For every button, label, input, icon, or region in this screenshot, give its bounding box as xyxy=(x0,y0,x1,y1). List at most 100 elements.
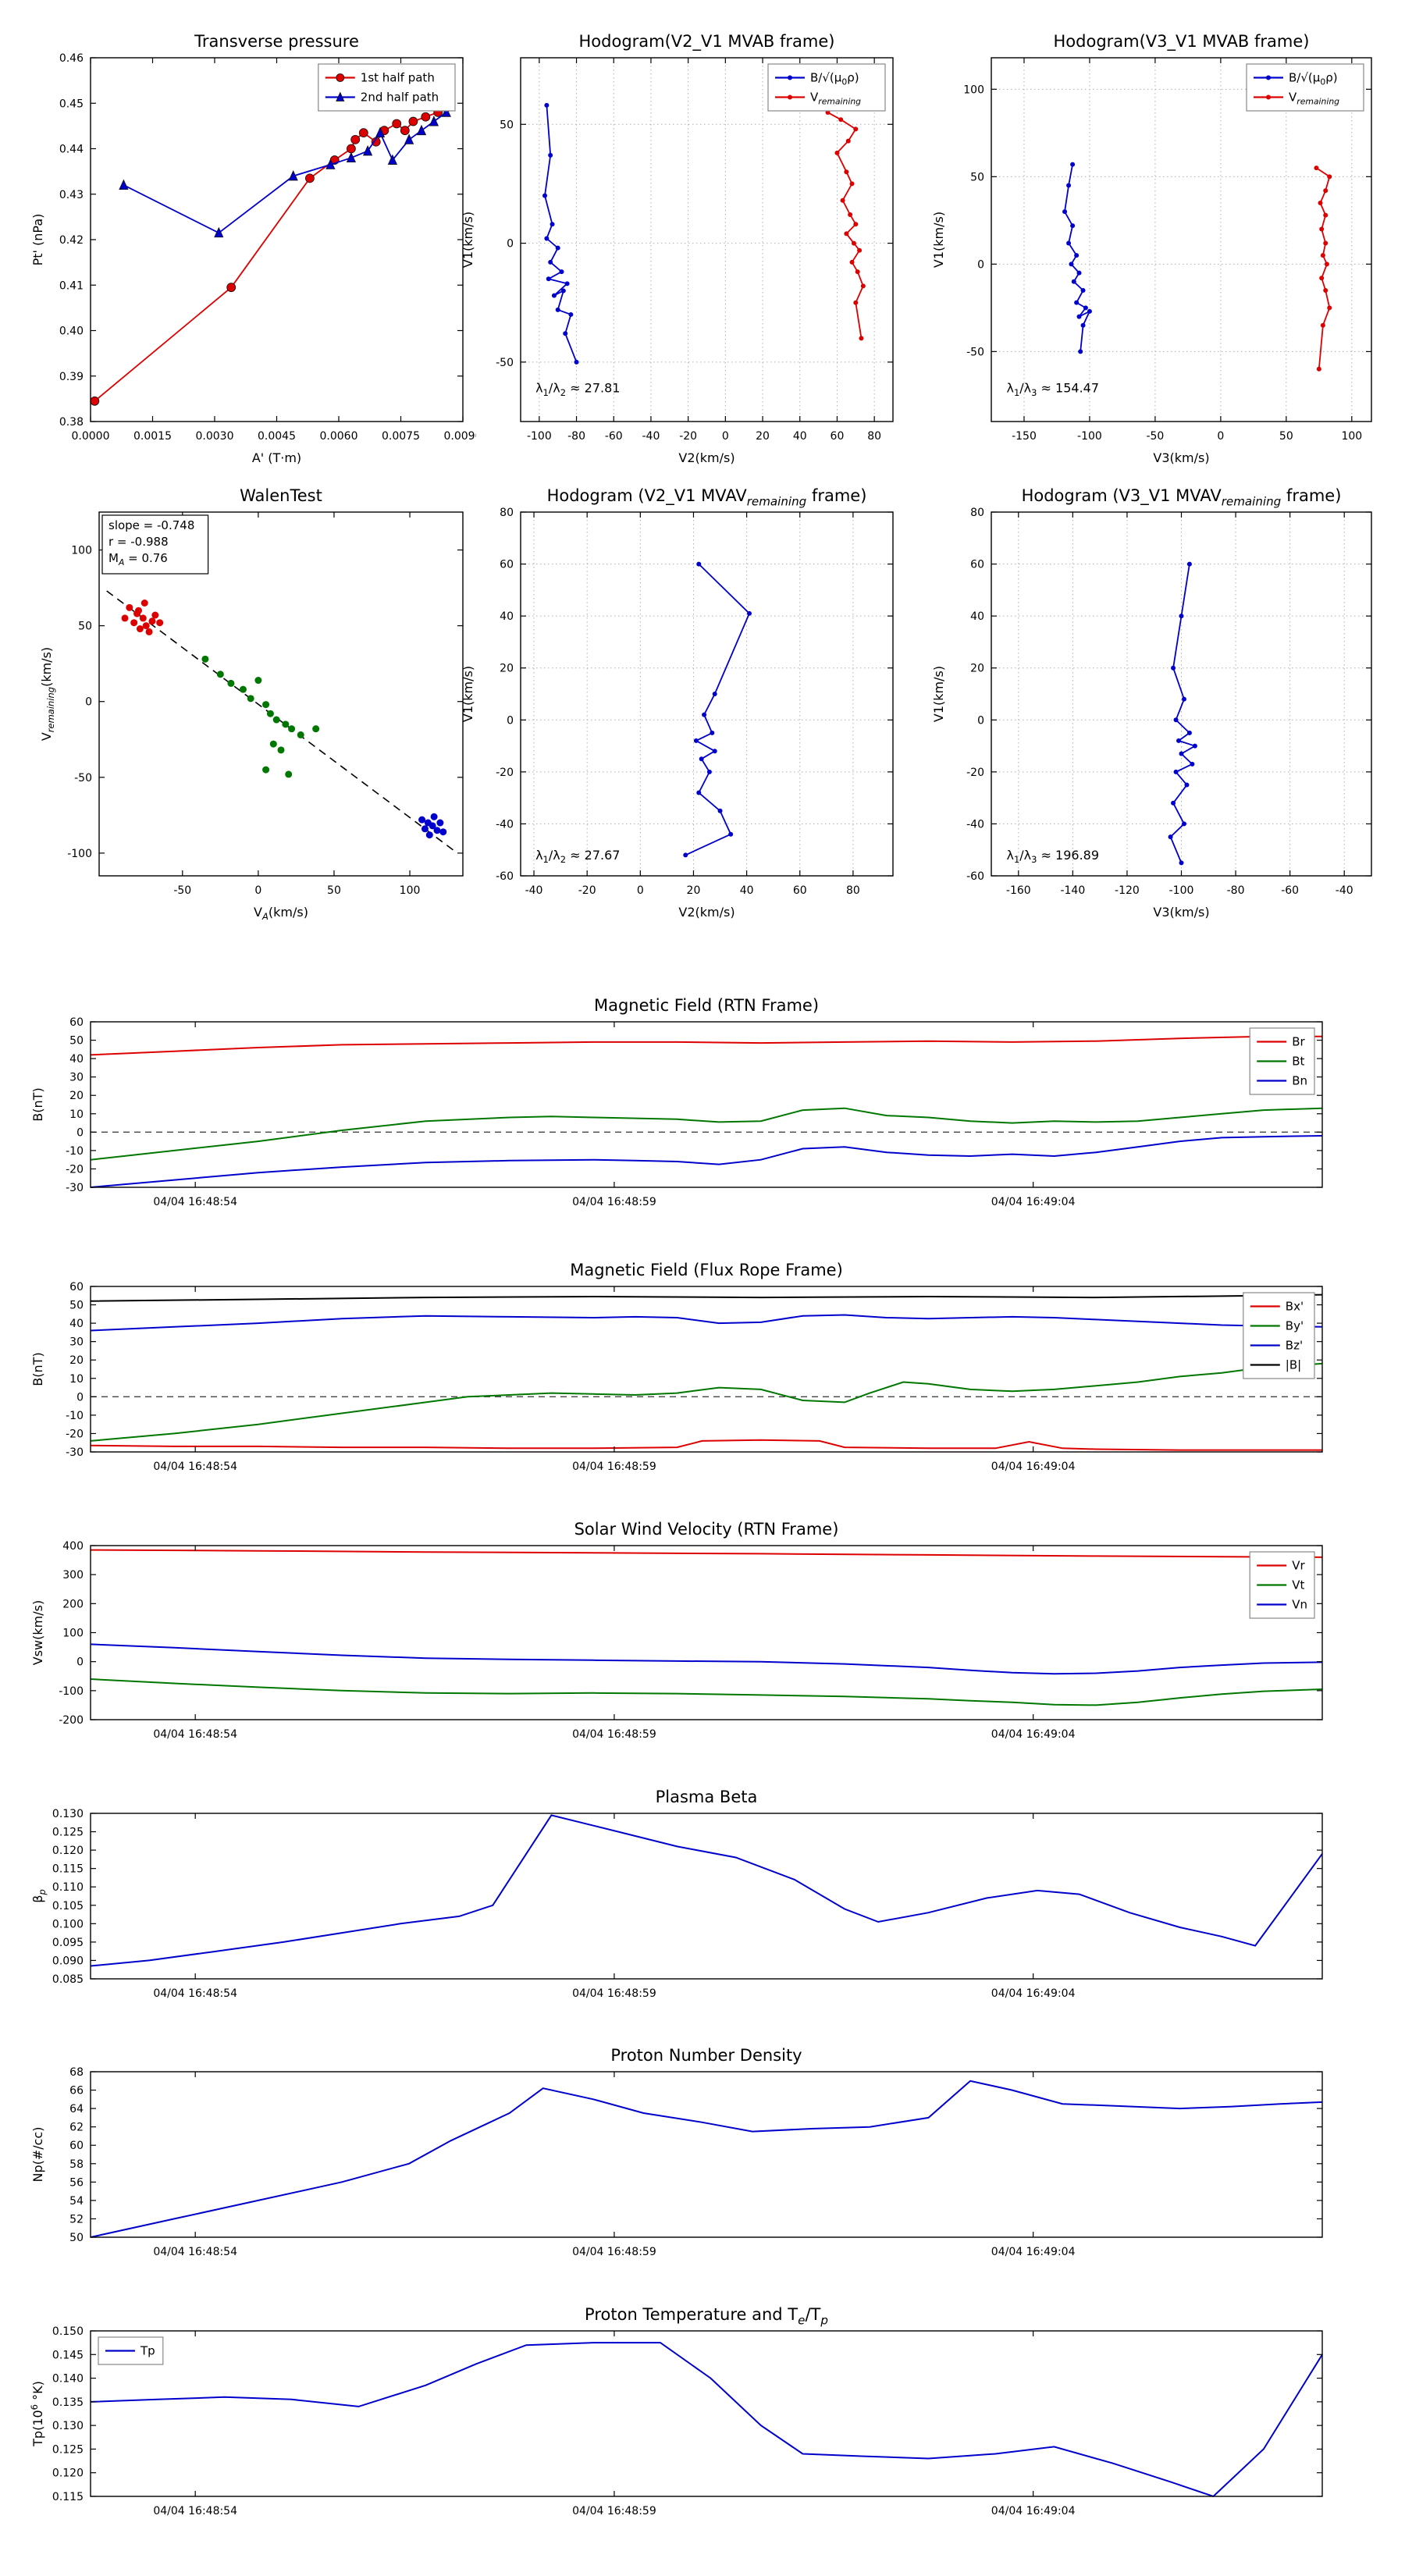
y-tick-label: 0.42 xyxy=(59,234,84,247)
x-tick-label: 04/04 16:48:54 xyxy=(153,1728,237,1741)
y-tick-label: 0.110 xyxy=(52,1881,84,1894)
x-tick-label: 04/04 16:49:04 xyxy=(991,1461,1076,1473)
legend-label: |B| xyxy=(1286,1358,1301,1372)
axes-frame xyxy=(991,57,1372,422)
y-tick-label: 0.150 xyxy=(52,2325,84,2338)
x-tick-label: 100 xyxy=(400,884,421,897)
x-tick-label: 04/04 16:48:54 xyxy=(153,1987,237,2000)
x-tick-label: 04/04 16:48:59 xyxy=(572,1987,656,2000)
series-Vn xyxy=(90,1643,1323,1675)
y-tick-label: 0.135 xyxy=(52,2396,84,2409)
y-tick-label: 58 xyxy=(69,2158,84,2171)
chart-svg-hodogram-v3v1-mvav: -160 -140 -120 -100 -80 -60 -40 -60 -40 -20 0 20 40 6… xyxy=(931,486,1372,920)
y-tick-label: 0.145 xyxy=(52,2349,84,2361)
series-Vt xyxy=(90,1678,1323,1706)
y-tick-label: -30 xyxy=(66,1182,84,1194)
y-tick-label: 200 xyxy=(62,1598,84,1610)
x-tick-label: 04/04 16:48:59 xyxy=(572,2505,656,2517)
chart-title-proton-density: Proton Number Density xyxy=(610,2046,802,2065)
series-v-hodogram xyxy=(1169,564,1197,863)
y-tick-label: 0 xyxy=(507,714,514,727)
series-Bz-prime xyxy=(90,1314,1323,1332)
legend-label: B/√(μ0ρ) xyxy=(810,71,859,87)
legend-label: 2nd half path xyxy=(361,91,439,105)
chart-svg-b-rtn: 04/04 16:48:54 04/04 16:48:59 04/04 16:49:… xyxy=(30,996,1323,1208)
y-tick-label: 80 xyxy=(500,507,514,519)
x-axis-label: VA(km/s) xyxy=(254,905,308,922)
x-tick-label: -100 xyxy=(1169,884,1194,897)
x-tick-label: -40 xyxy=(1336,884,1353,897)
axes-frame xyxy=(90,1813,1323,1980)
x-tick-label: 04/04 16:49:04 xyxy=(991,1987,1076,2000)
series-beta-p xyxy=(90,1814,1323,1967)
series-B-magnitude xyxy=(90,1293,1323,1302)
y-tick-label: 100 xyxy=(71,545,92,557)
chart-solar-wind-velocity: 04/04 16:48:54 04/04 16:48:59 04/04 16:49:… xyxy=(16,1503,1366,1770)
annotation: λ1/λ3 ≈ 196.89 xyxy=(1006,848,1099,865)
y-tick-label: 0.40 xyxy=(59,326,84,338)
y-tick-label: 40 xyxy=(69,1053,84,1066)
y-tick-label: 62 xyxy=(69,2122,84,2134)
y-tick-label: -20 xyxy=(66,1428,84,1440)
x-tick-label: 20 xyxy=(687,884,701,897)
legend-label: Vremaining xyxy=(1289,91,1339,107)
chart-title-plasma-beta: Plasma Beta xyxy=(656,1788,758,1806)
plot-area-hodogram-v2v1-mvav xyxy=(683,561,752,858)
x-axis-label: V3(km/s) xyxy=(1153,450,1209,465)
y-tick-label: 0.125 xyxy=(52,1827,84,1839)
x-tick-label: -80 xyxy=(567,430,585,443)
y-tick-label: -100 xyxy=(67,848,92,860)
y-axis-label: Vsw(km/s) xyxy=(30,1600,45,1665)
axes-frame xyxy=(90,2071,1323,2238)
x-tick-label: -100 xyxy=(527,430,552,443)
chart-svg-b-fluxrope: 04/04 16:48:54 04/04 16:48:59 04/04 16:49:… xyxy=(30,1261,1323,1473)
y-tick-label: -10 xyxy=(66,1145,84,1158)
chart-svg-proton-density: 04/04 16:48:54 04/04 16:48:59 04/04 16:49:… xyxy=(30,2046,1323,2258)
y-tick-label: -40 xyxy=(966,818,984,831)
x-tick-label: 04/04 16:48:59 xyxy=(572,2246,656,2258)
y-tick-label: 0.41 xyxy=(59,279,84,292)
x-tick-label: 100 xyxy=(1341,430,1362,443)
y-tick-label: 0.115 xyxy=(52,1863,84,1876)
y-tick-label: 60 xyxy=(69,2140,84,2152)
x-axis-label: V2(km/s) xyxy=(678,450,735,465)
x-tick-label: 04/04 16:49:04 xyxy=(991,1196,1076,1208)
y-tick-label: 50 xyxy=(69,2232,84,2244)
x-tick-label: 04/04 16:49:04 xyxy=(991,2505,1076,2517)
chart-title-transverse-pressure: Transverse pressure xyxy=(194,32,359,51)
legend-label: Bx' xyxy=(1286,1300,1304,1314)
series-second-half-path xyxy=(123,112,447,234)
plot-area-plasma-beta xyxy=(90,1814,1323,1967)
legend-label: Bt xyxy=(1292,1055,1304,1069)
y-tick-label: -60 xyxy=(966,870,984,883)
chart-svg-proton-temp: 04/04 16:48:54 04/04 16:48:59 04/04 16:49:… xyxy=(29,2305,1323,2517)
series-Bt xyxy=(90,1107,1323,1161)
plot-area-proton-density xyxy=(90,2080,1323,2238)
x-tick-label: 04/04 16:48:54 xyxy=(153,1461,237,1473)
y-axis-label: B(nT) xyxy=(30,1087,45,1121)
x-tick-label: 0.0030 xyxy=(196,430,234,443)
y-tick-label: 0.45 xyxy=(59,98,84,110)
y-tick-label: 40 xyxy=(970,610,984,623)
y-tick-label: 0 xyxy=(977,714,984,727)
chart-title-proton-temp: Proton Temperature and Te/Tp xyxy=(585,2305,828,2328)
y-tick-label: 50 xyxy=(970,171,984,183)
x-tick-label: -60 xyxy=(1281,884,1299,897)
y-tick-label: 10 xyxy=(69,1108,84,1121)
y-axis-label: V1(km/s) xyxy=(461,212,475,268)
x-tick-label: 04/04 16:48:59 xyxy=(572,1728,656,1741)
y-tick-label: 60 xyxy=(500,559,514,571)
x-tick-label: 0.0045 xyxy=(258,430,296,443)
y-tick-label: 0 xyxy=(76,1656,84,1669)
x-tick-label: -50 xyxy=(173,884,191,897)
y-axis-label: Vremaining(km/s) xyxy=(39,647,56,741)
y-tick-label: 56 xyxy=(69,2176,84,2189)
x-tick-label: -160 xyxy=(1006,884,1031,897)
y-axis-label: V1(km/s) xyxy=(931,212,946,268)
y-axis-label: B(nT) xyxy=(30,1352,45,1386)
chart-title-b-rtn: Magnetic Field (RTN Frame) xyxy=(594,996,819,1015)
x-tick-label: 04/04 16:48:54 xyxy=(153,2246,237,2258)
y-tick-label: 40 xyxy=(69,1318,84,1330)
y-axis-label: βp xyxy=(30,1889,48,1903)
